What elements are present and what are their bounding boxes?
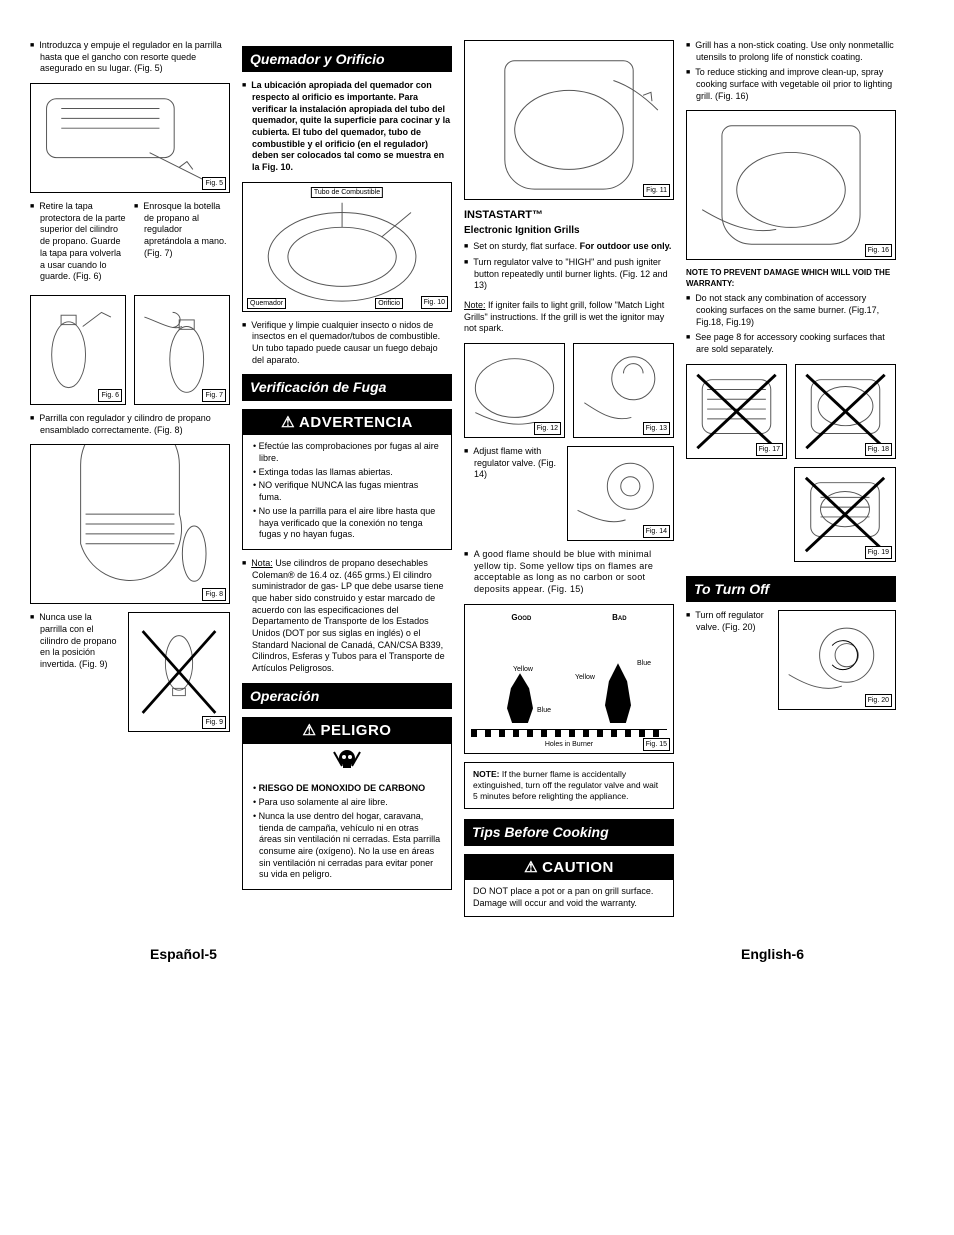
text: Verifique y limpie cualquier insecto o n… [242,320,452,367]
section-header: Tips Before Cooking [464,819,674,845]
fig-label: Fig. 6 [98,389,122,402]
figure-6: Fig. 6 [30,295,126,405]
section-header: To Turn Off [686,576,896,602]
fig-label: Fig. 16 [865,244,892,257]
figure-20: Fig. 20 [778,610,896,710]
fig-label: Fig. 14 [643,525,670,538]
figure-11: Fig. 11 [464,40,674,200]
danger-list: RIESGO DE MONOXIDO DE CARBONO Para uso s… [251,783,443,881]
figure-7: Fig. 7 [134,295,230,405]
warning-advertencia: ⚠ADVERTENCIA Efectúe las comprobaciones … [242,409,452,550]
text: Nota: Use cilindros de propano desechabl… [242,558,452,675]
text: Grill has a non-stick coating. Use only … [686,40,896,63]
section-header: Operación [242,683,452,709]
text: Turn regulator valve to "HIGH" and push … [464,257,674,292]
fig-label: Fig. 9 [202,716,226,729]
figure-13: Fig. 13 [573,343,674,438]
skull-icon [243,744,451,778]
figure-14: Fig. 14 [567,446,675,541]
fig-label: Fig. 13 [643,422,670,435]
note-text: Note: If igniter fails to light grill, f… [464,300,674,335]
text: A good flame should be blue with minimal… [464,549,674,596]
figure-17: Fig. 17 [686,364,787,459]
text: La ubicación apropiada del quemador con … [242,80,452,174]
fig-label: Fig. 10 [421,296,448,309]
fig-label: Fig. 7 [202,389,226,402]
figure-5: Fig. 5 [30,83,230,193]
text: Enrosque la botella de propano al regula… [134,201,230,259]
text: Parrilla con regulador y cilindro de pro… [30,413,230,436]
figure-19: Fig. 19 [794,467,896,562]
fig-label: Fig. 11 [643,184,670,197]
warning-icon: ⚠ [303,721,317,741]
text: See page 8 for accessory cooking surface… [686,332,896,355]
fig-label: Fig. 18 [865,443,892,456]
inner-label: Quemador [247,298,286,309]
note-box: NOTE: If the burner flame is accidentall… [464,762,674,809]
fig-label: Fig. 20 [865,694,892,707]
heading-instastart: INSTASTART™ [464,208,674,222]
warranty-note-head: NOTE TO PREVENT DAMAGE WHICH WILL VOID T… [686,268,896,289]
fig-label: Fig. 5 [202,177,226,190]
text: Introduzca y empuje el regulador en la p… [30,40,230,75]
fig-label: Fig. 8 [202,588,226,601]
warning-icon: ⚠ [281,413,295,433]
text: Turn off regulator valve. (Fig. 20) [686,610,770,633]
figure-16: Fig. 16 [686,110,896,260]
text: Nunca use la parrilla con el cilindro de… [30,612,120,670]
figure-9: Fig. 9 [128,612,230,732]
warning-list: Efectúe las comprobaciones por fugas al … [251,441,443,541]
figure-8: Fig. 8 [30,444,230,604]
figure-18: Fig. 18 [795,364,896,459]
text: Set on sturdy, flat surface. For outdoor… [464,241,674,253]
warning-icon: ⚠ [524,858,538,878]
page-footer-right: English-6 [741,945,804,963]
caution-text: DO NOT place a pot or a pan on grill sur… [465,880,673,915]
text: Adjust flame with regulator valve. (Fig.… [464,446,559,481]
fig-label: Fig. 17 [756,443,783,456]
fig-label: Fig. 12 [534,422,561,435]
fig-label: Fig. 15 [643,738,670,751]
figure-10: Tubo de Combustible Quemador Orificio Fi… [242,182,452,312]
section-header: Verificación de Fuga [242,374,452,400]
text: Retire la tapa protectora de la parte su… [30,201,126,283]
fig-label: Fig. 19 [865,546,892,559]
text: To reduce sticking and improve clean-up,… [686,67,896,102]
inner-label: Orificio [375,298,403,309]
text: Do not stack any combination of accessor… [686,293,896,328]
heading-electronic: Electronic Ignition Grills [464,224,674,237]
page-footer-left: Español-5 [150,945,217,963]
figure-15-flame: GoodBad Yellow Blue Yellow Blue Holes in… [464,604,674,754]
figure-12: Fig. 12 [464,343,565,438]
danger-peligro: ⚠PELIGRO RIESGO DE MONOXIDO DE CARBONO P… [242,717,452,890]
caution-box: ⚠CAUTION DO NOT place a pot or a pan on … [464,854,674,917]
inner-label: Tubo de Combustible [311,187,383,198]
section-header: Quemador y Orificio [242,46,452,72]
